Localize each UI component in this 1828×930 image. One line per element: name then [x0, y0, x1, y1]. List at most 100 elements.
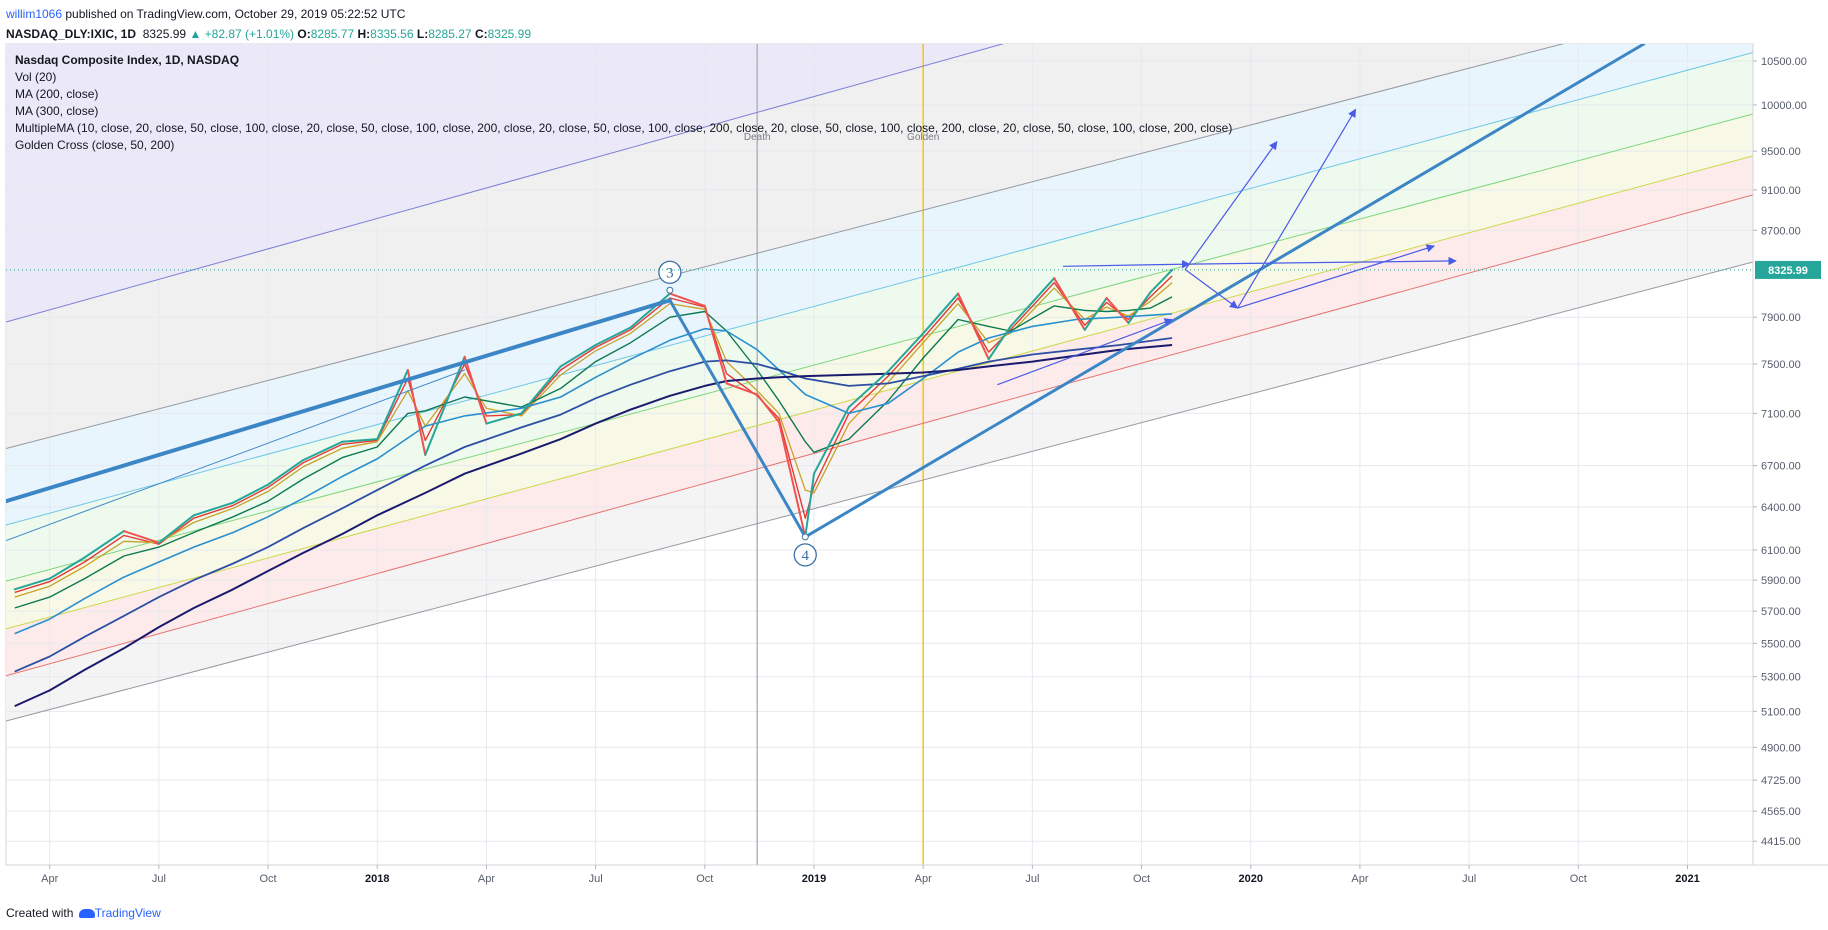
- price-segment: [725, 382, 759, 396]
- projection-arrow[interactable]: [1184, 141, 1278, 270]
- time-tick-label: Jul: [152, 873, 166, 885]
- price-segment: [157, 514, 195, 544]
- time-tick-label: Apr: [41, 873, 58, 885]
- price-tick-label: 6400.00: [1761, 502, 1801, 514]
- channel-line: [6, 194, 1753, 677]
- trend-line[interactable]: [0, 298, 672, 521]
- price-tick-label: 5900.00: [1761, 575, 1801, 587]
- change-text: ▲ +82.87 (+1.01%): [189, 27, 295, 41]
- wave-circle: [658, 260, 682, 284]
- open-label: O:: [297, 27, 311, 41]
- time-tick-label: 2018: [365, 873, 389, 885]
- trend-line[interactable]: [668, 298, 807, 539]
- price-axis[interactable]: 10500.00 10000.00 9500.00 9100.00 8700.00 790…: [1753, 56, 1807, 848]
- price-segment: [887, 332, 925, 373]
- price-tick-label: 10500.00: [1761, 56, 1807, 68]
- price-segment: [520, 365, 562, 415]
- channel-band: [6, 44, 1753, 323]
- projection-arrow[interactable]: [1237, 108, 1357, 309]
- moving-average-line: [14, 282, 1173, 598]
- channel-band: [6, 194, 1753, 722]
- published-text: published on TradingView.com, October 29…: [65, 7, 406, 21]
- price-tick-label: 4725.00: [1761, 775, 1801, 787]
- event-label: Death: [744, 132, 771, 143]
- price-tick-label: 6100.00: [1761, 545, 1801, 557]
- price-tick-label: 5500.00: [1761, 638, 1801, 650]
- tradingview-logo-icon: [78, 909, 95, 919]
- price-tick-label: 10000.00: [1761, 100, 1807, 112]
- price-segment: [756, 393, 781, 424]
- price-segment: [1009, 277, 1056, 328]
- author-link[interactable]: willim1066: [6, 7, 63, 21]
- legend-item: MA (300, close): [15, 104, 98, 118]
- time-tick-label: 2019: [802, 873, 826, 885]
- legend-item: MultipleMA (10, close, 20, close, 50, cl…: [15, 121, 1232, 135]
- price-tick-label: 5300.00: [1761, 672, 1801, 684]
- grid-lines: [6, 44, 1753, 865]
- price-segment: [668, 292, 706, 307]
- projection-arrows[interactable]: [997, 108, 1457, 386]
- price-segment: [987, 325, 1012, 361]
- chart-header: willim1066 published on TradingView.com,…: [6, 4, 531, 41]
- channel-line: [6, 44, 1005, 323]
- tradingview-link[interactable]: TradingView: [94, 906, 161, 920]
- wave-circle: [793, 543, 817, 567]
- price-tick-label: 7500.00: [1761, 359, 1801, 371]
- price-segment: [463, 355, 488, 425]
- projection-arrow[interactable]: [1237, 244, 1436, 309]
- last-price-marker: 8325.99: [6, 260, 1821, 279]
- wave-labels: 34: [658, 260, 817, 567]
- time-tick-label: Apr: [915, 873, 932, 885]
- price-segment: [122, 530, 160, 544]
- trend-line[interactable]: [803, 44, 1646, 539]
- chart-footer: Created with TradingView: [6, 904, 161, 922]
- last-price-badge: [1755, 260, 1821, 279]
- time-tick-label: Jul: [1025, 873, 1039, 885]
- price-tick-label: 8700.00: [1761, 225, 1801, 237]
- price-segment: [559, 344, 597, 368]
- projection-arrow[interactable]: [1062, 260, 1191, 269]
- price-segment: [192, 501, 235, 517]
- price-segment: [1105, 297, 1130, 324]
- channel-band: [6, 155, 1753, 676]
- time-tick-label: Apr: [478, 873, 495, 885]
- price-tick-label: 7100.00: [1761, 408, 1801, 420]
- price-tick-label: 9500.00: [1761, 146, 1801, 158]
- price-segment: [703, 304, 728, 385]
- projection-arrow[interactable]: [997, 318, 1173, 386]
- price-segment: [424, 355, 466, 456]
- wave-label: 4: [802, 548, 810, 564]
- time-tick-label: Apr: [1351, 873, 1368, 885]
- event-label: Golden: [907, 132, 939, 143]
- price-segment: [812, 406, 850, 475]
- time-tick-label: 2021: [1675, 873, 1699, 885]
- indicator-legend: Nasdaq Composite Index, 1D, NASDAQ Vol (2…: [15, 53, 1232, 152]
- projection-arrow[interactable]: [1189, 256, 1457, 266]
- price-segment: [804, 472, 815, 538]
- close-label: C:: [474, 27, 488, 41]
- time-axis[interactable]: Apr Jul Oct 2018 Apr Jul Oct 2019 Apr Jul Oct 2020 A…: [41, 865, 1700, 885]
- symbol-label[interactable]: NASDAQ_DLY:IXIC, 1D: [6, 27, 137, 41]
- price-line: [13, 268, 1174, 591]
- price-segment: [778, 421, 807, 538]
- price-segment: [406, 369, 427, 456]
- price-tick-label: 7900.00: [1761, 312, 1801, 324]
- time-tick-label: Jul: [1462, 873, 1476, 885]
- close-value: 8325.99: [487, 27, 531, 41]
- low-label: L:: [416, 27, 429, 41]
- channel-lines: [6, 44, 1753, 722]
- price-tick-label: 6700.00: [1761, 461, 1801, 473]
- projection-arrow[interactable]: [1184, 269, 1239, 309]
- wave-anchor-point: [666, 286, 674, 294]
- trend-lines[interactable]: [0, 44, 1646, 565]
- high-label: H:: [357, 27, 371, 41]
- trend-line[interactable]: [0, 369, 466, 565]
- price-chart[interactable]: Death Golden 34 10500.0010000.009500.0091…: [0, 0, 1828, 900]
- price-segment: [341, 438, 379, 443]
- price-segment: [594, 326, 632, 347]
- price-segment: [301, 440, 344, 462]
- high-value: 8335.56: [370, 27, 414, 41]
- price-tick-label: 4415.00: [1761, 836, 1801, 848]
- price-tick-label: 5100.00: [1761, 706, 1801, 718]
- price-segment: [48, 556, 86, 580]
